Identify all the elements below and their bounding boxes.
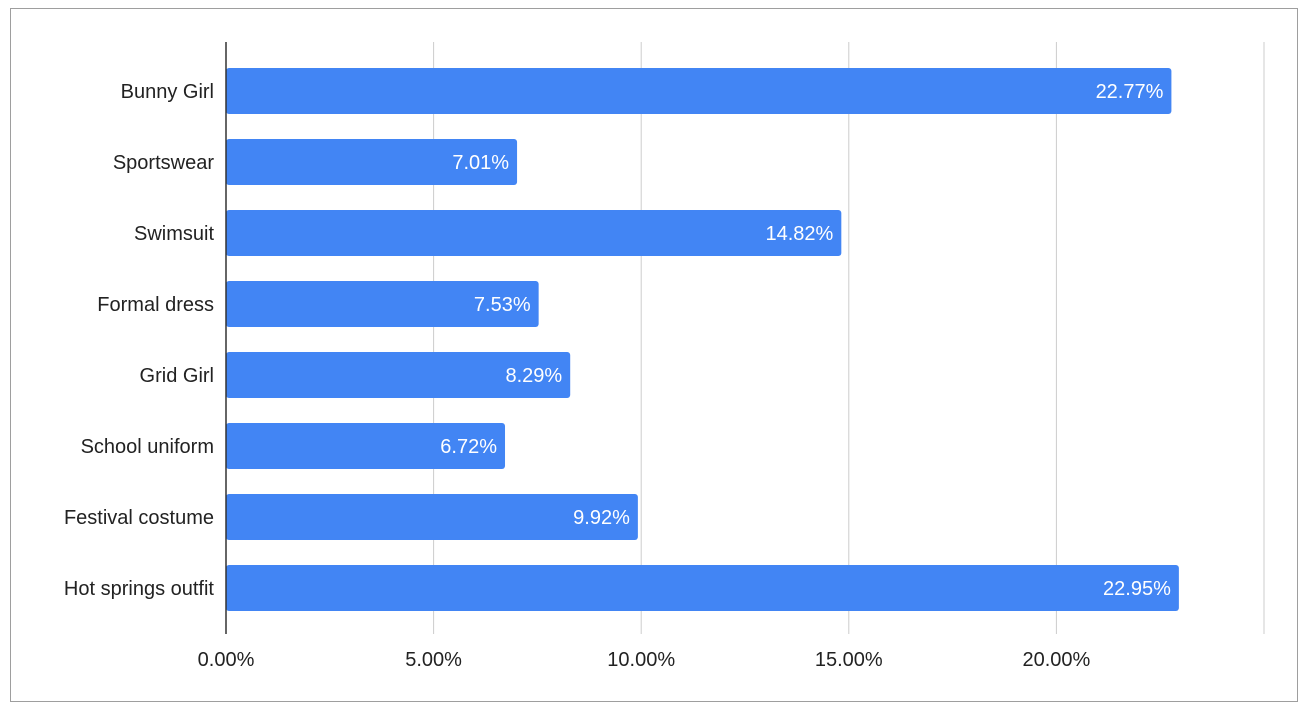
bar-school-uniform[interactable]: [226, 423, 506, 469]
category-label: Formal dress: [97, 294, 214, 316]
category-label: Sportswear: [113, 152, 214, 174]
category-label: Grid Girl: [140, 365, 214, 387]
bar-formal-dress[interactable]: [226, 281, 539, 327]
category-label: School uniform: [81, 436, 214, 458]
bar-data-label: 22.95%: [1103, 578, 1171, 600]
bar-data-label: 22.77%: [1096, 81, 1164, 103]
category-label: Swimsuit: [134, 223, 214, 245]
category-label: Bunny Girl: [121, 81, 214, 103]
x-tick-label: 15.00%: [815, 649, 883, 671]
bar-data-label: 9.92%: [573, 507, 630, 529]
x-tick-label: 20.00%: [1022, 649, 1090, 671]
bar-hot-springs-outfit[interactable]: [226, 565, 1179, 611]
bar-festival-costume[interactable]: [226, 494, 638, 540]
category-label: Hot springs outfit: [64, 578, 215, 600]
bar-grid-girl[interactable]: [226, 352, 571, 398]
bar-data-label: 14.82%: [765, 223, 833, 245]
x-tick-label: 10.00%: [607, 649, 675, 671]
bar-data-label: 7.01%: [452, 152, 509, 174]
x-tick-label: 0.00%: [198, 649, 255, 671]
bar-data-label: 6.72%: [440, 436, 497, 458]
bar-swimsuit[interactable]: [226, 210, 842, 256]
category-label: Festival costume: [64, 507, 214, 529]
bar-data-label: 7.53%: [474, 294, 531, 316]
bar-sportswear[interactable]: [226, 139, 518, 185]
bar-data-label: 8.29%: [505, 365, 562, 387]
bar-bunny-girl[interactable]: [226, 68, 1172, 114]
x-tick-label: 5.00%: [405, 649, 462, 671]
